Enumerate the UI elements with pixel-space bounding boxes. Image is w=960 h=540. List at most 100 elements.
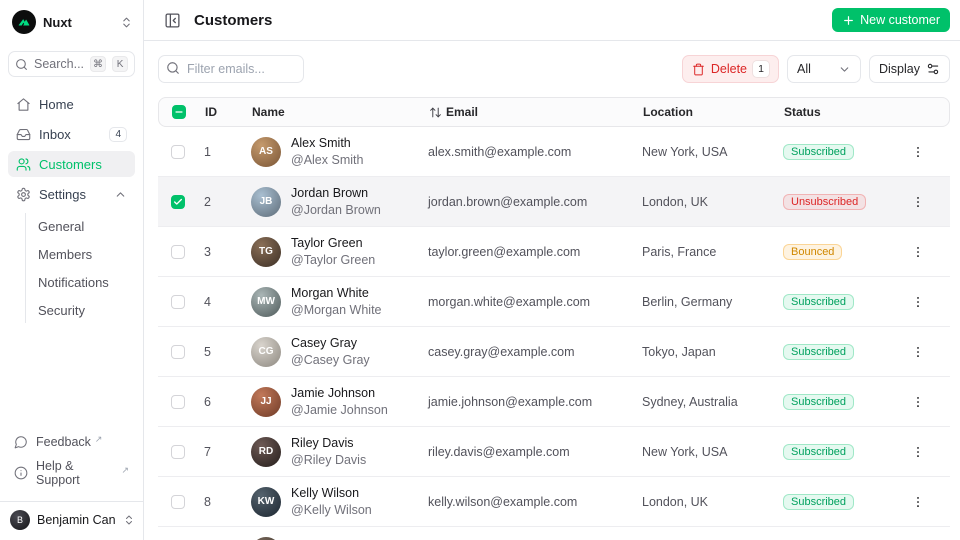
table-row[interactable]: 7 RD Riley Davis @Riley Davis riley.davi… [158, 427, 950, 477]
row-customer: JB Jordan Brown @Jordan Brown [251, 185, 428, 219]
customer-handle: @Alex Smith [291, 152, 364, 167]
row-menu-button[interactable] [906, 340, 930, 364]
row-menu-button[interactable] [906, 440, 930, 464]
sidebar-footer: Feedback ↗ Help & Support ↗ B Benjamin C… [0, 431, 143, 532]
row-select-cell [158, 244, 204, 259]
search-icon [15, 58, 28, 71]
display-button[interactable]: Display [869, 55, 950, 83]
row-status: Subscribed [783, 443, 906, 460]
customer-name: Casey Gray [291, 335, 357, 350]
row-id: 4 [204, 294, 211, 309]
search-icon [166, 61, 180, 75]
table-row[interactable]: 8 KW Kelly Wilson @Kelly Wilson kelly.wi… [158, 477, 950, 527]
row-location: Berlin, Germany [642, 294, 733, 309]
row-menu-button[interactable] [906, 490, 930, 514]
row-email: kelly.wilson@example.com [428, 494, 578, 509]
row-location: New York, USA [642, 144, 728, 159]
customer-handle: @Morgan White [291, 302, 382, 317]
row-menu-button[interactable] [906, 190, 930, 214]
collapse-sidebar-button[interactable] [160, 8, 184, 32]
status-badge: Subscribed [783, 343, 855, 360]
sidebar-item-inbox[interactable]: Inbox 4 [8, 121, 135, 147]
workspace-switcher[interactable]: Nuxt [8, 8, 135, 36]
inbox-count-badge: 4 [109, 126, 127, 142]
row-actions [906, 340, 950, 364]
sidebar-item-members[interactable]: Members [38, 246, 93, 262]
sidebar-item-notifications[interactable]: Notifications [38, 274, 109, 290]
row-menu-button[interactable] [906, 290, 930, 314]
avatar: CG [251, 336, 281, 367]
row-checkbox[interactable] [171, 344, 185, 359]
sidebar-item-label: Home [39, 96, 74, 112]
column-header-name: Name [252, 105, 285, 119]
feedback-link[interactable]: Feedback ↗ [8, 431, 135, 453]
filter-field [158, 55, 304, 83]
row-menu-button[interactable] [906, 390, 930, 414]
status-filter-select[interactable]: All [787, 55, 861, 83]
sidebar-item-home[interactable]: Home [8, 91, 135, 117]
nuxt-logo-icon [12, 10, 36, 34]
row-id: 5 [204, 344, 211, 359]
filter-emails-input[interactable] [158, 55, 304, 83]
user-menu[interactable]: B Benjamin Canac [0, 501, 143, 532]
column-header-id: ID [205, 105, 217, 119]
row-checkbox[interactable] [171, 494, 185, 509]
new-customer-button[interactable]: New customer [832, 8, 950, 32]
user-avatar: B [10, 510, 30, 530]
avatar: JB [251, 186, 281, 217]
row-customer: KW Kelly Wilson @Kelly Wilson [251, 485, 428, 519]
row-email: riley.davis@example.com [428, 444, 570, 459]
avatar: TG [251, 236, 281, 267]
row-status: Subscribed [783, 393, 906, 410]
table-body: 1 AS Alex Smith @Alex Smith alex.smith@e… [158, 127, 950, 540]
table-row[interactable]: 5 CG Casey Gray @Casey Gray casey.gray@e… [158, 327, 950, 377]
user-name: Benjamin Canac [37, 513, 116, 527]
sidebar-item-label: Customers [39, 156, 102, 172]
display-label: Display [879, 62, 920, 76]
trash-icon [692, 63, 705, 76]
row-checkbox[interactable] [171, 244, 185, 259]
status-badge: Subscribed [783, 293, 855, 310]
table-row[interactable]: 3 TG Taylor Green @Taylor Green taylor.g… [158, 227, 950, 277]
table-row[interactable]: 2 JB Jordan Brown @Jordan Brown jordan.b… [158, 177, 950, 227]
customer-handle: @Taylor Green [291, 252, 376, 267]
row-email: casey.gray@example.com [428, 344, 575, 359]
help-label: Help & Support [36, 459, 80, 487]
search-input[interactable]: Search... ⌘ K [8, 51, 135, 77]
column-header-email[interactable]: Email [429, 105, 643, 119]
chevron-down-icon [838, 63, 851, 76]
sidebar-item-security[interactable]: Security [38, 302, 85, 318]
row-menu-button[interactable] [906, 240, 930, 264]
sidebar-item-customers[interactable]: Customers [8, 151, 135, 177]
customer-handle: @Jordan Brown [291, 202, 381, 217]
row-select-cell [158, 194, 204, 209]
table-row[interactable]: 1 AS Alex Smith @Alex Smith alex.smith@e… [158, 127, 950, 177]
row-id: 6 [204, 394, 211, 409]
row-checkbox[interactable] [171, 294, 185, 309]
delete-button[interactable]: Delete 1 [681, 55, 779, 83]
row-select-cell [158, 444, 204, 459]
row-checkbox[interactable] [171, 394, 185, 409]
new-customer-label: New customer [860, 13, 940, 27]
table-row[interactable] [158, 527, 950, 540]
row-menu-button[interactable] [906, 140, 930, 164]
select-all-checkbox[interactable] [172, 105, 186, 119]
table-row[interactable]: 4 MW Morgan White @Morgan White morgan.w… [158, 277, 950, 327]
kbd-k: K [112, 56, 129, 72]
table-toolbar: Delete 1 All Display [158, 55, 950, 83]
row-checkbox[interactable] [171, 444, 185, 459]
page-title: Customers [194, 11, 273, 29]
status-badge: Subscribed [783, 443, 855, 460]
table-row[interactable]: 6 JJ Jamie Johnson @Jamie Johnson jamie.… [158, 377, 950, 427]
sidebar-item-settings[interactable]: Settings [8, 181, 135, 207]
content-area: Delete 1 All Display [144, 41, 960, 540]
info-icon [14, 466, 28, 480]
help-support-link[interactable]: Help & Support ↗ [8, 455, 135, 491]
status-badge: Subscribed [783, 143, 855, 160]
chevron-up-icon [114, 188, 127, 201]
sidebar-item-general[interactable]: General [38, 218, 85, 234]
row-checkbox[interactable] [171, 144, 185, 159]
chevrons-up-down-icon [120, 16, 133, 29]
row-checkbox[interactable] [171, 194, 185, 209]
row-customer: MW Morgan White @Morgan White [251, 285, 428, 319]
